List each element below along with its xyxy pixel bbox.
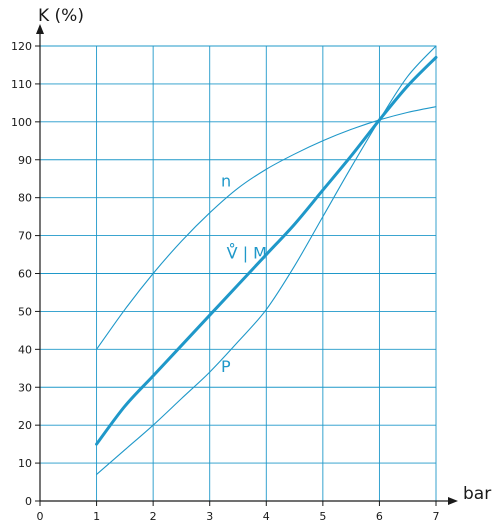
x-tick-label: 1	[93, 510, 100, 523]
y-tick-label: 110	[11, 78, 32, 91]
axes	[36, 24, 458, 505]
y-tick-label: 60	[18, 268, 32, 281]
y-tick-label: 30	[18, 381, 32, 394]
x-tick-label: 2	[150, 510, 157, 523]
y-tick-label: 20	[18, 419, 32, 432]
y-tick-label: 10	[18, 457, 32, 470]
x-tick-label: 4	[263, 510, 270, 523]
grid	[40, 45, 437, 501]
y-axis-arrow	[36, 24, 44, 34]
y-tick-label: 100	[11, 116, 32, 129]
y-tick-label: 40	[18, 343, 32, 356]
y-tick-label: 50	[18, 305, 32, 318]
y-tick-label: 80	[18, 192, 32, 205]
y-axis-title: K (%)	[38, 6, 84, 26]
x-tick-label: 0	[37, 510, 44, 523]
series-label-3: P	[221, 357, 231, 376]
x-axis-arrow	[448, 497, 458, 505]
x-tick-label: 3	[206, 510, 213, 523]
series-line-3	[96, 45, 437, 476]
x-tick-label: 6	[376, 510, 383, 523]
tick-labels: 0 10 20 30 40 50 60 70 80 90 100 110 120 0 1 2 3 4 5 6 7	[11, 40, 440, 523]
y-tick-label: 0	[25, 495, 32, 508]
x-axis-title: bar	[463, 484, 491, 504]
series-label-1: n	[221, 171, 231, 190]
series-label-2: V̊ | M	[227, 243, 267, 262]
series-labels: n V̊ | M P	[221, 171, 267, 376]
y-tick-label: 90	[18, 154, 32, 167]
x-tick-label: 5	[319, 510, 326, 523]
y-tick-label: 120	[11, 40, 32, 53]
x-tick-label: 7	[433, 510, 440, 523]
y-tick-label: 70	[18, 230, 32, 243]
curves	[95, 45, 438, 476]
